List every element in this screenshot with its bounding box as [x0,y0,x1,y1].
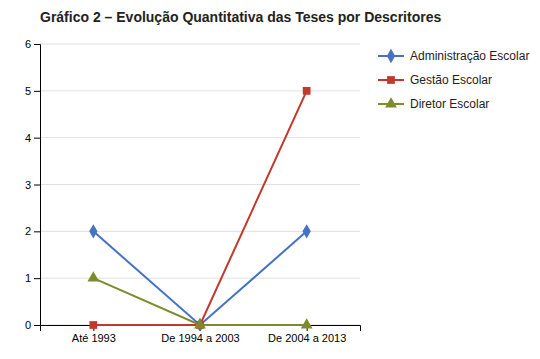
y-tick-mark [34,91,40,92]
point [89,321,97,329]
y-axis: 0 1 2 3 4 5 6 [25,38,41,331]
y-tick-mark [34,278,40,279]
series-line [93,278,306,325]
grid-line [40,137,360,138]
grid-line [40,44,360,45]
legend: Administração Escolar Gestão Escolar Diret… [378,49,529,111]
point [87,271,99,281]
y-tick-label: 1 [25,272,31,284]
legend-symbol [385,97,397,107]
y-tick: 4 [25,132,40,144]
y-tick-label: 6 [25,38,31,50]
chart: Gráfico 2 – Evolução Quantitativa das Te… [0,0,540,359]
point [303,224,311,238]
grid-line [40,278,360,279]
y-tick-mark [34,44,40,45]
plot: Até 1993 De 1994 a 2003 De 2004 a 2013 0 1 2 3… [25,38,361,344]
y-tick-label: 2 [25,225,31,237]
point [194,318,206,328]
x-tick-label: De 2004 a 2013 [268,332,346,344]
point [303,87,311,95]
y-tick: 6 [25,38,40,50]
y-tick: 2 [25,225,40,237]
series-line [93,231,306,325]
grid-line [40,90,360,91]
y-axis-line [34,45,41,326]
grid-line [40,231,360,232]
title: Gráfico 2 – Evolução Quantitativa das Te… [40,9,441,25]
legend-label: Diretor Escolar [410,97,489,111]
legend-item: Diretor Escolar [378,97,489,111]
grid-line [40,184,360,185]
series-line [93,91,306,325]
y-tick-label: 5 [25,85,31,97]
point [301,318,313,328]
legend-symbol [387,49,395,63]
y-tick-mark [34,231,40,232]
y-tick: 5 [25,85,40,97]
y-tick: 1 [25,272,40,284]
y-tick-label: 4 [25,132,31,144]
y-tick-label: 0 [25,319,31,331]
x-tick-label: Até 1993 [72,332,116,344]
x-tick-label: De 1994 a 2003 [161,332,239,344]
y-tick: 0 [25,319,40,331]
marks [87,87,312,331]
y-tick-mark [34,185,40,186]
y-tick: 3 [25,179,40,191]
y-tick-label: 3 [25,179,31,191]
y-tick-mark [34,138,40,139]
legend-item: Administração Escolar [378,49,529,63]
legend-label: Gestão Escolar [410,73,492,87]
legend-label: Administração Escolar [410,49,529,63]
legend-symbol [387,76,395,84]
point [89,224,97,238]
y-tick-mark [34,325,40,326]
grid [40,44,360,325]
legend-item: Gestão Escolar [378,73,492,87]
